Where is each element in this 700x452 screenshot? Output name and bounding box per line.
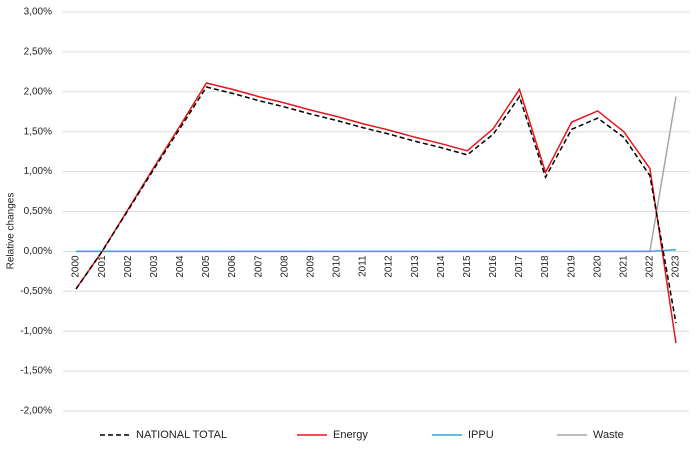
y-tick-label: 3,00% bbox=[24, 7, 52, 18]
x-tick-label: 2019 bbox=[566, 255, 577, 278]
x-tick-label: 2001 bbox=[97, 255, 108, 278]
x-tick-label: 2010 bbox=[332, 255, 343, 278]
x-tick-label: 2014 bbox=[436, 255, 447, 278]
legend-label: IPPU bbox=[468, 429, 494, 441]
x-tick-label: 2008 bbox=[279, 255, 290, 278]
y-tick-label: 1,00% bbox=[24, 166, 52, 177]
y-tick-label: 0,00% bbox=[24, 246, 52, 257]
x-tick-label: 2006 bbox=[227, 255, 238, 278]
y-tick-label: 2,50% bbox=[24, 47, 52, 58]
y-axis-label: Relative changes bbox=[6, 193, 17, 270]
legend-label: Waste bbox=[593, 429, 624, 441]
x-tick-label: 2022 bbox=[645, 255, 656, 278]
x-tick-label: 2020 bbox=[592, 255, 603, 278]
x-tick-label: 2015 bbox=[462, 255, 473, 278]
y-tick-label: -2,00% bbox=[20, 406, 52, 417]
x-tick-label: 2013 bbox=[410, 255, 421, 278]
x-tick-label: 2018 bbox=[540, 255, 551, 278]
series-line bbox=[76, 96, 677, 253]
x-tick-label: 2021 bbox=[618, 255, 629, 278]
y-tick-label: 2,00% bbox=[24, 86, 52, 97]
series-line bbox=[76, 249, 677, 253]
x-tick-label: 2005 bbox=[201, 255, 212, 278]
x-tick-label: 2012 bbox=[384, 255, 395, 278]
y-tick-label: 1,50% bbox=[24, 126, 52, 137]
series-line bbox=[75, 82, 677, 344]
y-tick-label: -0,50% bbox=[20, 286, 52, 297]
x-tick-label: 2007 bbox=[253, 255, 264, 278]
x-tick-label: 2009 bbox=[305, 255, 316, 278]
x-tick-label: 2017 bbox=[514, 255, 525, 278]
x-tick-label: 2002 bbox=[123, 255, 134, 278]
x-tick-label: 2016 bbox=[488, 255, 499, 278]
y-tick-label: 0,50% bbox=[24, 206, 52, 217]
y-tick-label: -1,50% bbox=[20, 366, 52, 377]
x-tick-label: 2011 bbox=[358, 255, 369, 277]
legend-label: Energy bbox=[333, 429, 368, 441]
series-line bbox=[75, 86, 677, 324]
legend-label: NATIONAL TOTAL bbox=[136, 429, 227, 441]
x-tick-label: 2004 bbox=[175, 255, 186, 278]
y-tick-label: -1,00% bbox=[20, 326, 52, 337]
x-tick-label: 2000 bbox=[71, 255, 82, 278]
x-tick-label: 2023 bbox=[671, 255, 682, 278]
x-tick-label: 2003 bbox=[149, 255, 160, 278]
